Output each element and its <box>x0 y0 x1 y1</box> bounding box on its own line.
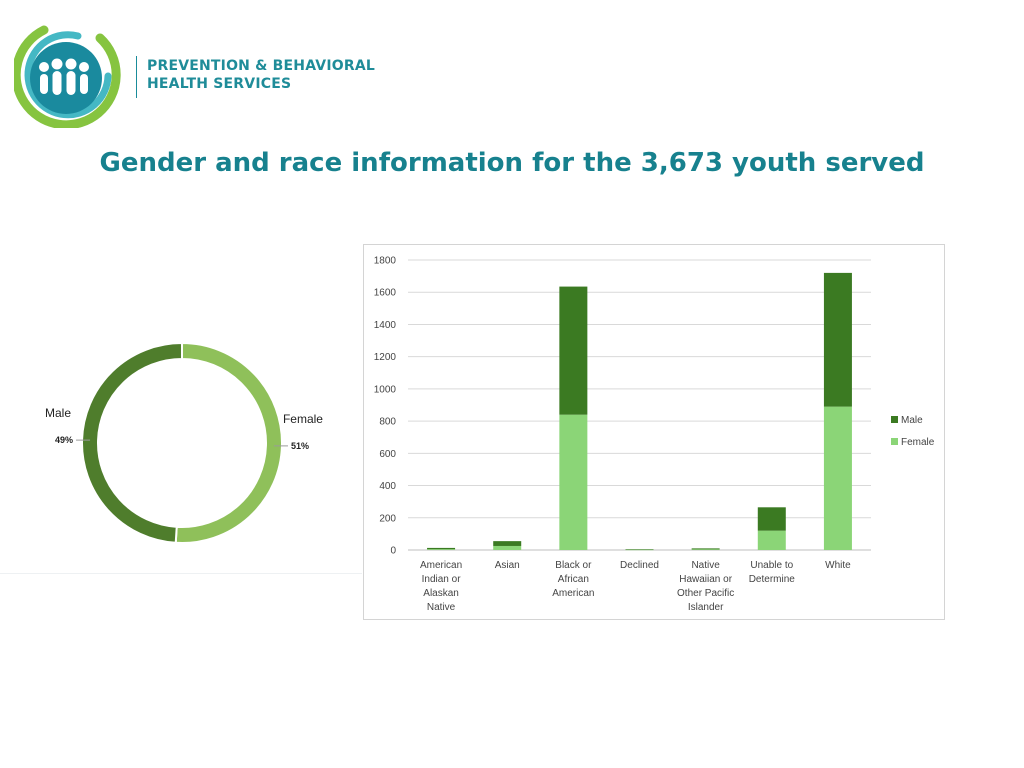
x-tick-label: Indian or <box>422 574 462 585</box>
donut-value-label: 51% <box>291 441 309 451</box>
y-tick-label: 1800 <box>374 256 397 267</box>
x-tick-label: Islander <box>688 602 724 613</box>
bar-male-6 <box>823 272 852 407</box>
x-tick-label: White <box>825 560 851 571</box>
donut-category-label: Male <box>45 406 71 420</box>
x-tick-label: Declined <box>620 560 659 571</box>
x-tick-label: Determine <box>749 574 796 585</box>
donut-value-label: 49% <box>55 435 73 445</box>
x-tick-label: American <box>420 560 462 571</box>
y-tick-label: 1400 <box>374 320 397 331</box>
y-tick-label: 1000 <box>374 384 397 395</box>
legend-label-male: Male <box>901 415 923 426</box>
bar-male-0 <box>427 547 456 550</box>
x-tick-label: African <box>558 574 589 585</box>
org-name-line-1: PREVENTION & BEHAVIORAL <box>147 58 375 74</box>
y-tick-label: 0 <box>390 546 396 557</box>
x-tick-label: Native <box>427 602 456 613</box>
y-tick-label: 1200 <box>374 352 397 363</box>
y-tick-label: 400 <box>379 481 396 492</box>
bar-female-6 <box>823 406 852 550</box>
legend-swatch-male <box>891 416 898 423</box>
bar-female-2 <box>559 414 588 550</box>
legend-swatch-female <box>891 438 898 445</box>
legend-label-female: Female <box>901 437 935 448</box>
x-tick-label: Alaskan <box>423 588 459 599</box>
x-tick-label: Unable to <box>750 560 793 571</box>
bar-male-4 <box>691 548 720 550</box>
x-tick-label: Hawaiian or <box>679 574 732 585</box>
y-tick-label: 600 <box>379 449 396 460</box>
gender-donut-chart: 51% Female 49% Male <box>45 341 323 544</box>
page-title: Gender and race information for the 3,67… <box>99 148 925 178</box>
x-tick-label: Asian <box>495 560 520 571</box>
organization-logo-icon <box>14 25 121 128</box>
donut-chart-baseline <box>0 573 362 574</box>
y-tick-label: 200 <box>379 513 396 524</box>
bar-female-1 <box>493 545 522 550</box>
donut-slice-female <box>174 341 283 544</box>
bar-female-3 <box>625 549 654 551</box>
bar-male-5 <box>757 507 786 531</box>
bar-female-4 <box>691 549 720 550</box>
donut-slice-male <box>81 341 183 544</box>
bar-female-0 <box>427 549 456 550</box>
logo-divider <box>136 56 137 98</box>
bar-male-2 <box>559 286 588 415</box>
x-tick-label: Black or <box>555 560 592 571</box>
org-name-line-2: HEALTH SERVICES <box>147 76 292 92</box>
race-stacked-bar-chart: 0 200 400 600 800 1000 1200 1400 1600 1800 America… <box>374 256 935 614</box>
y-tick-label: 800 <box>379 417 396 428</box>
x-tick-label: Other Pacific <box>677 588 734 599</box>
y-tick-label: 1600 <box>374 288 397 299</box>
bar-female-5 <box>757 530 786 550</box>
x-tick-label: Native <box>691 560 720 571</box>
bar-male-3 <box>625 549 654 550</box>
donut-category-label: Female <box>283 412 323 426</box>
x-tick-label: American <box>552 588 594 599</box>
race-bar-chart-frame: 0 200 400 600 800 1000 1200 1400 1600 1800 America… <box>363 244 945 620</box>
bar-male-1 <box>493 541 522 546</box>
